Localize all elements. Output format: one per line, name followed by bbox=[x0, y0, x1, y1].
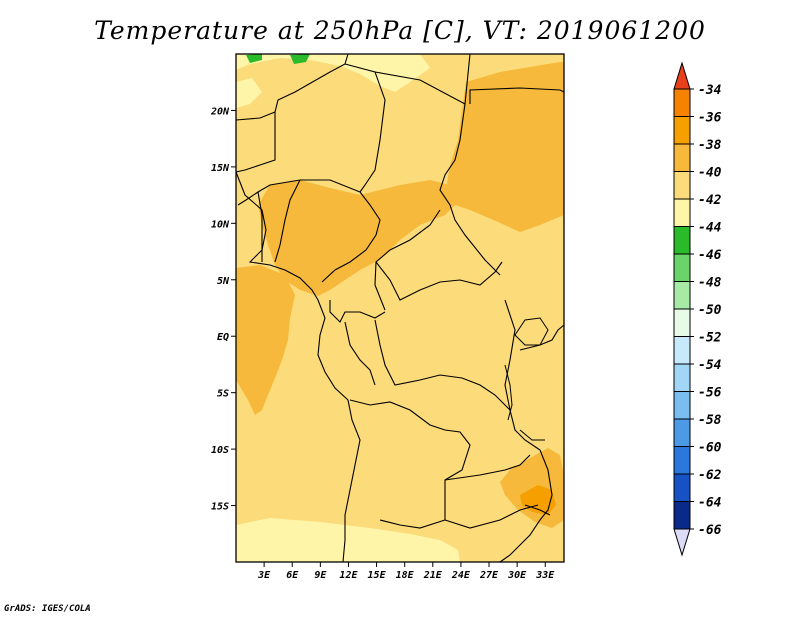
map-frame bbox=[235, 53, 565, 563]
colorbar-segment bbox=[673, 253, 691, 282]
lon-tick-label: 24E bbox=[451, 570, 471, 581]
colorbar-segment bbox=[673, 501, 691, 530]
colorbar-segment bbox=[673, 391, 691, 420]
cool-region-northwest bbox=[236, 78, 262, 108]
warm-region-north-central bbox=[258, 180, 455, 296]
colorbar-segment bbox=[673, 226, 691, 255]
colorbar-segment bbox=[673, 473, 691, 502]
latitude-axis: 20N 15N 10N 5N EQ 5S 10S 15S bbox=[210, 106, 236, 513]
lon-tick-label: 21E bbox=[423, 570, 443, 581]
colorbar-label: -40 bbox=[698, 166, 722, 181]
lat-tick-label: EQ bbox=[217, 332, 229, 343]
lat-tick-label: 15S bbox=[211, 502, 229, 513]
lon-tick-label: 30E bbox=[507, 570, 527, 581]
colorbar-label: -46 bbox=[698, 248, 722, 263]
colorbar-label: -64 bbox=[698, 496, 722, 511]
colorbar-segment bbox=[673, 336, 691, 365]
lat-tick-label: 5N bbox=[217, 276, 230, 287]
lon-tick-label: 9E bbox=[314, 570, 327, 581]
colorbar-top-arrow bbox=[673, 61, 691, 90]
colorbar-label: -54 bbox=[698, 358, 722, 373]
colorbar-label: -60 bbox=[698, 441, 722, 456]
colorbar-label: -48 bbox=[698, 276, 722, 291]
cool-region-southwest bbox=[236, 518, 460, 562]
colorbar-segment bbox=[673, 88, 691, 117]
colorbar-label: -62 bbox=[698, 468, 722, 483]
colorbar-segment bbox=[673, 281, 691, 310]
lon-tick-label: 18E bbox=[396, 570, 415, 581]
colorbar-segment bbox=[673, 363, 691, 392]
cool-region-north bbox=[236, 54, 430, 92]
colorbar-label: -42 bbox=[698, 193, 722, 208]
longitude-axis: 3E 6E 9E 12E 15E 18E 21E 24E 27E 30E 33E bbox=[257, 562, 555, 581]
chart-title: Temperature at 250hPa [C], VT: 201906120… bbox=[94, 16, 706, 45]
colorbar-bottom-arrow bbox=[673, 528, 691, 557]
lon-tick-label: 3E bbox=[257, 570, 271, 581]
colorbar-segment bbox=[673, 446, 691, 475]
colorbar-segment bbox=[673, 143, 691, 172]
colorbar-segment bbox=[673, 418, 691, 447]
lat-tick-label: 5S bbox=[217, 389, 229, 400]
map-panel: 20N 15N 10N 5N EQ 5S 10S 15S 3E 6E 9E 12E 15E 18E 21E… bbox=[210, 53, 565, 581]
lat-tick-label: 15N bbox=[211, 163, 230, 174]
credit-label: GrADS: IGES/COLA bbox=[4, 604, 91, 614]
cold-spot-2 bbox=[290, 54, 310, 64]
colorbar-segment bbox=[673, 171, 691, 200]
lon-tick-label: 12E bbox=[339, 570, 358, 581]
colorbar-label: -44 bbox=[698, 221, 722, 236]
lakes bbox=[504, 317, 551, 516]
colorbar-label: -38 bbox=[698, 138, 722, 153]
lat-tick-label: 10N bbox=[211, 219, 230, 230]
lon-tick-label: 33E bbox=[535, 570, 555, 581]
colorbar-label: -52 bbox=[698, 331, 722, 346]
colorbar-label: -66 bbox=[698, 523, 722, 538]
colorbar-label: -36 bbox=[698, 111, 722, 126]
cold-spot-1 bbox=[246, 54, 262, 63]
country-borders bbox=[235, 53, 565, 563]
colorbar-segment bbox=[673, 116, 691, 145]
warm-region-northeast bbox=[445, 62, 564, 232]
warm-region-gulf bbox=[236, 265, 295, 415]
colorbar-label: -58 bbox=[698, 413, 722, 428]
colorbar: -34 -36 -38 -40 -42 -44 -46 -48 -50 -52 -54 -56 -58 -… bbox=[673, 61, 722, 557]
lat-tick-label: 10S bbox=[211, 445, 229, 456]
lat-tick-label: 20N bbox=[210, 106, 230, 117]
colorbar-segment bbox=[673, 198, 691, 227]
coastline bbox=[235, 171, 361, 563]
colorbar-segment bbox=[673, 308, 691, 337]
colorbar-label: -50 bbox=[698, 303, 722, 318]
lon-tick-label: 27E bbox=[479, 570, 499, 581]
colorbar-label: -56 bbox=[698, 386, 722, 401]
lon-tick-label: 6E bbox=[286, 570, 299, 581]
colorbar-label: -34 bbox=[698, 83, 722, 98]
lon-tick-label: 15E bbox=[368, 570, 387, 581]
